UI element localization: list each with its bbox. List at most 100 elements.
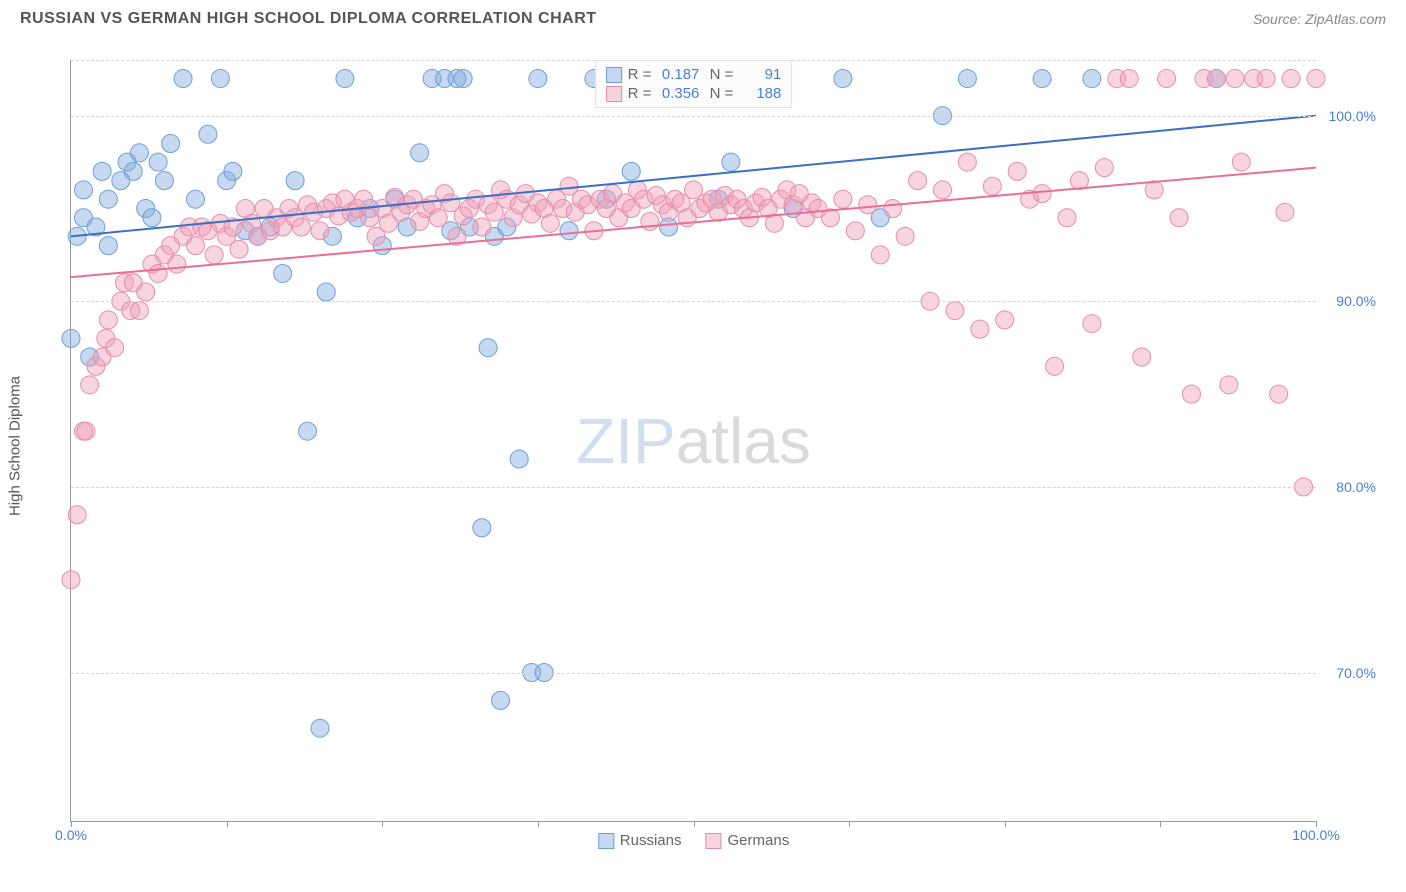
n-value-russians: 91 — [739, 66, 781, 83]
n-label: N = — [705, 66, 733, 83]
r-value-russians: 0.187 — [657, 66, 699, 83]
scatter-point-russians — [510, 450, 528, 468]
scatter-point-germans — [846, 222, 864, 240]
scatter-point-germans — [130, 302, 148, 320]
scatter-point-russians — [317, 283, 335, 301]
r-label: R = — [628, 66, 652, 83]
scatter-point-germans — [1033, 185, 1051, 203]
x-tick — [1005, 821, 1006, 827]
scatter-point-russians — [479, 339, 497, 357]
plot-area: ZIPatlas R = 0.187 N = 91 R = 0.356 N = … — [70, 60, 1316, 822]
scatter-point-germans — [1183, 385, 1201, 403]
swatch-russians — [598, 833, 614, 849]
n-value-germans: 188 — [739, 85, 781, 102]
legend-item-russians: Russians — [598, 832, 682, 849]
scatter-point-russians — [130, 144, 148, 162]
series-legend: Russians Germans — [598, 832, 789, 849]
scatter-point-germans — [62, 571, 80, 589]
swatch-germans — [606, 86, 622, 102]
scatter-point-russians — [155, 172, 173, 190]
scatter-point-germans — [765, 214, 783, 232]
scatter-point-germans — [1276, 203, 1294, 221]
correlation-row-germans: R = 0.356 N = 188 — [606, 84, 782, 103]
scatter-point-germans — [1120, 70, 1138, 88]
scatter-point-germans — [99, 311, 117, 329]
scatter-point-russians — [299, 422, 317, 440]
x-tick — [694, 821, 695, 827]
scatter-point-russians — [311, 719, 329, 737]
scatter-point-germans — [149, 264, 167, 282]
scatter-point-germans — [1232, 153, 1250, 171]
scatter-point-russians — [211, 70, 229, 88]
scatter-point-germans — [971, 320, 989, 338]
scatter-point-germans — [429, 209, 447, 227]
chart-title: RUSSIAN VS GERMAN HIGH SCHOOL DIPLOMA CO… — [20, 10, 597, 28]
scatter-point-russians — [834, 70, 852, 88]
x-tick — [1160, 821, 1161, 827]
x-tick — [538, 821, 539, 827]
scatter-point-russians — [473, 519, 491, 537]
correlation-row-russians: R = 0.187 N = 91 — [606, 65, 782, 84]
header-row: RUSSIAN VS GERMAN HIGH SCHOOL DIPLOMA CO… — [0, 0, 1406, 28]
gridline — [71, 487, 1316, 488]
scatter-point-germans — [1307, 70, 1325, 88]
scatter-point-germans — [1095, 159, 1113, 177]
scatter-point-russians — [149, 153, 167, 171]
scatter-point-germans — [1257, 70, 1275, 88]
scatter-point-germans — [896, 227, 914, 245]
scatter-point-russians — [143, 209, 161, 227]
chart-container: High School Diploma ZIPatlas R = 0.187 N… — [20, 40, 1386, 852]
scatter-point-russians — [722, 153, 740, 171]
scatter-point-russians — [1033, 70, 1051, 88]
x-tick — [227, 821, 228, 827]
scatter-point-germans — [1058, 209, 1076, 227]
scatter-point-russians — [162, 135, 180, 153]
r-value-germans: 0.356 — [657, 85, 699, 102]
scatter-point-germans — [1145, 181, 1163, 199]
scatter-point-russians — [529, 70, 547, 88]
scatter-point-germans — [81, 376, 99, 394]
gridline — [71, 116, 1316, 117]
x-tick-label-end: 100.0% — [1292, 827, 1339, 843]
swatch-germans — [706, 833, 722, 849]
scatter-point-russians — [336, 70, 354, 88]
scatter-point-germans — [1220, 376, 1238, 394]
scatter-point-germans — [473, 218, 491, 236]
scatter-point-russians — [74, 181, 92, 199]
scatter-point-russians — [622, 162, 640, 180]
scatter-point-germans — [934, 181, 952, 199]
scatter-point-russians — [93, 162, 111, 180]
scatter-point-russians — [274, 264, 292, 282]
swatch-russians — [606, 67, 622, 83]
scatter-point-russians — [454, 70, 472, 88]
scatter-point-germans — [541, 214, 559, 232]
correlation-legend: R = 0.187 N = 91 R = 0.356 N = 188 — [595, 60, 793, 108]
legend-label-germans: Germans — [728, 832, 790, 849]
scatter-point-germans — [983, 177, 1001, 195]
gridline — [71, 301, 1316, 302]
scatter-point-russians — [224, 162, 242, 180]
scatter-point-russians — [99, 237, 117, 255]
gridline — [71, 673, 1316, 674]
scatter-point-russians — [286, 172, 304, 190]
scatter-point-russians — [1083, 70, 1101, 88]
scatter-point-germans — [871, 246, 889, 264]
legend-label-russians: Russians — [620, 832, 682, 849]
scatter-point-germans — [1226, 70, 1244, 88]
scatter-point-germans — [205, 246, 223, 264]
scatter-point-germans — [311, 222, 329, 240]
source-attribution: Source: ZipAtlas.com — [1253, 11, 1386, 27]
scatter-point-germans — [1207, 70, 1225, 88]
scatter-point-germans — [859, 196, 877, 214]
scatter-point-russians — [99, 190, 117, 208]
scatter-point-germans — [68, 506, 86, 524]
scatter-point-germans — [1270, 385, 1288, 403]
scatter-point-germans — [137, 283, 155, 301]
scatter-point-russians — [560, 222, 578, 240]
n-label: N = — [705, 85, 733, 102]
scatter-point-germans — [1008, 162, 1026, 180]
scatter-point-russians — [199, 125, 217, 143]
r-label: R = — [628, 85, 652, 102]
scatter-point-germans — [834, 190, 852, 208]
scatter-point-germans — [958, 153, 976, 171]
